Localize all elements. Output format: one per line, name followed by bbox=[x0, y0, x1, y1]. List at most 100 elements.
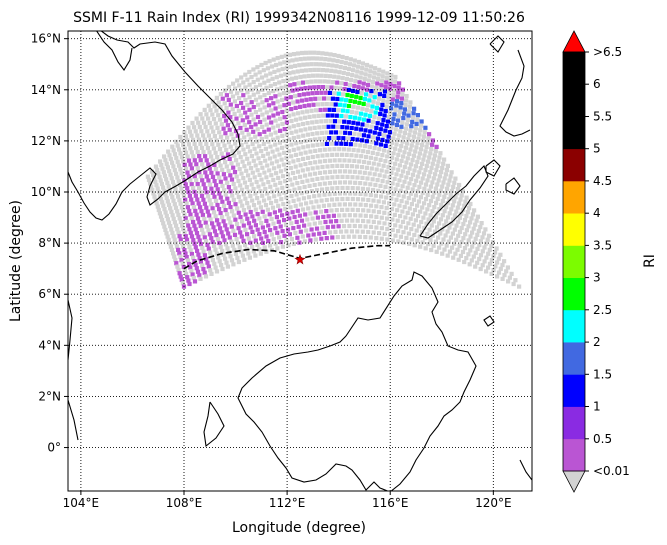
swath-pixel bbox=[292, 214, 297, 220]
swath-pixel bbox=[225, 123, 230, 128]
swath-pixel bbox=[315, 154, 320, 159]
swath-pixel bbox=[236, 210, 241, 215]
swath-pixel bbox=[451, 184, 456, 189]
swath-pixel bbox=[439, 170, 444, 175]
swath-pixel bbox=[178, 201, 183, 206]
swath-pixel bbox=[290, 58, 295, 63]
swath-pixel bbox=[148, 181, 153, 186]
swath-pixel bbox=[372, 172, 377, 177]
swath-pixel bbox=[331, 58, 336, 63]
swath-pixel bbox=[391, 151, 396, 156]
swath-pixel bbox=[291, 124, 296, 129]
swath-pixel bbox=[392, 88, 397, 93]
swath-pixel bbox=[309, 79, 314, 84]
swath-pixel bbox=[335, 163, 340, 168]
swath-pixel bbox=[271, 89, 276, 94]
coast-sulawesi-bit bbox=[519, 459, 532, 481]
swath-pixel bbox=[280, 133, 285, 138]
swath-pixel bbox=[369, 124, 374, 129]
swath-pixel bbox=[151, 172, 156, 178]
swath-pixel bbox=[304, 190, 309, 195]
swath-pixel bbox=[271, 221, 276, 226]
swath-pixel bbox=[449, 221, 454, 226]
swath-pixel bbox=[464, 256, 469, 261]
swath-pixel bbox=[222, 88, 228, 93]
swath-pixel bbox=[425, 178, 430, 183]
swath-pixel bbox=[342, 169, 347, 174]
swath-pixel bbox=[340, 108, 346, 113]
swath-pixel bbox=[417, 151, 422, 156]
swath-pixel bbox=[272, 166, 277, 171]
swath-pixel bbox=[293, 164, 298, 169]
swath-pixel bbox=[382, 113, 387, 118]
swath-pixel bbox=[188, 162, 193, 167]
swath-pixel bbox=[345, 163, 350, 169]
swath-pixel bbox=[379, 107, 384, 112]
swath-pixel bbox=[269, 216, 274, 222]
swath-pixel bbox=[303, 115, 308, 120]
swath-pixel bbox=[290, 210, 295, 215]
swath-pixel bbox=[361, 133, 366, 138]
swath-pixel bbox=[398, 129, 403, 134]
swath-pixel bbox=[342, 213, 347, 218]
swath-pixel bbox=[321, 113, 326, 118]
swath-pixel bbox=[410, 212, 415, 217]
swath-pixel bbox=[266, 103, 272, 108]
swath-pixel bbox=[206, 228, 211, 233]
swath-pixel bbox=[166, 184, 171, 189]
swath-pixel bbox=[281, 202, 286, 207]
swath-pixel bbox=[489, 257, 494, 263]
swath-pixel bbox=[251, 186, 256, 192]
swath-pixel bbox=[294, 192, 299, 197]
swath-pixel bbox=[210, 112, 215, 117]
swath-pixel bbox=[182, 146, 187, 151]
swath-pixel bbox=[171, 251, 176, 256]
swath-pixel bbox=[392, 202, 397, 207]
swath-pixel bbox=[392, 79, 398, 84]
swath-pixel bbox=[191, 255, 196, 260]
swath-pixel bbox=[272, 210, 277, 215]
swath-pixel bbox=[320, 102, 325, 107]
swath-pixel bbox=[187, 193, 192, 198]
swath-pixel bbox=[258, 82, 263, 87]
swath-pixel bbox=[347, 223, 352, 229]
swath-pixel bbox=[353, 79, 358, 84]
swath-pixel bbox=[406, 137, 411, 142]
swath-pixel bbox=[268, 132, 273, 137]
swath-pixel bbox=[407, 104, 412, 109]
swath-pixel bbox=[313, 160, 318, 165]
swath-pixel bbox=[281, 174, 286, 179]
swath-pixel bbox=[343, 81, 348, 87]
swath-pixel bbox=[341, 224, 347, 229]
swath-pixel bbox=[269, 173, 274, 178]
swath-pixel bbox=[356, 85, 361, 90]
swath-pixel bbox=[331, 213, 336, 218]
swath-pixel bbox=[446, 239, 451, 244]
swath-pixel bbox=[426, 174, 432, 179]
swath-pixel bbox=[314, 188, 320, 193]
swath-pixel bbox=[253, 223, 258, 228]
swath-pixel bbox=[324, 236, 329, 241]
swath-pixel bbox=[262, 117, 267, 122]
swath-pixel bbox=[251, 249, 256, 254]
swath-pixel bbox=[387, 175, 392, 180]
swath-pixel bbox=[403, 102, 408, 108]
swath-pixel bbox=[209, 154, 214, 159]
swath-pixel bbox=[235, 162, 240, 167]
swath-pixel bbox=[236, 150, 241, 155]
swath-pixel bbox=[378, 111, 383, 117]
swath-pixel bbox=[425, 231, 430, 236]
swath-pixel bbox=[313, 96, 318, 101]
swath-pixel bbox=[234, 174, 239, 179]
swath-pixel bbox=[299, 98, 305, 103]
swath-pixel bbox=[324, 197, 329, 203]
swath-pixel bbox=[179, 277, 184, 282]
swath-pixel bbox=[295, 181, 300, 186]
swath-pixel bbox=[429, 247, 434, 253]
swath-pixel bbox=[368, 203, 374, 208]
swath-pixel bbox=[383, 184, 388, 189]
swath-pixel bbox=[373, 66, 378, 71]
swath-pixel bbox=[280, 66, 285, 72]
swath-pixel bbox=[284, 155, 289, 160]
swath-pixel bbox=[439, 241, 444, 246]
